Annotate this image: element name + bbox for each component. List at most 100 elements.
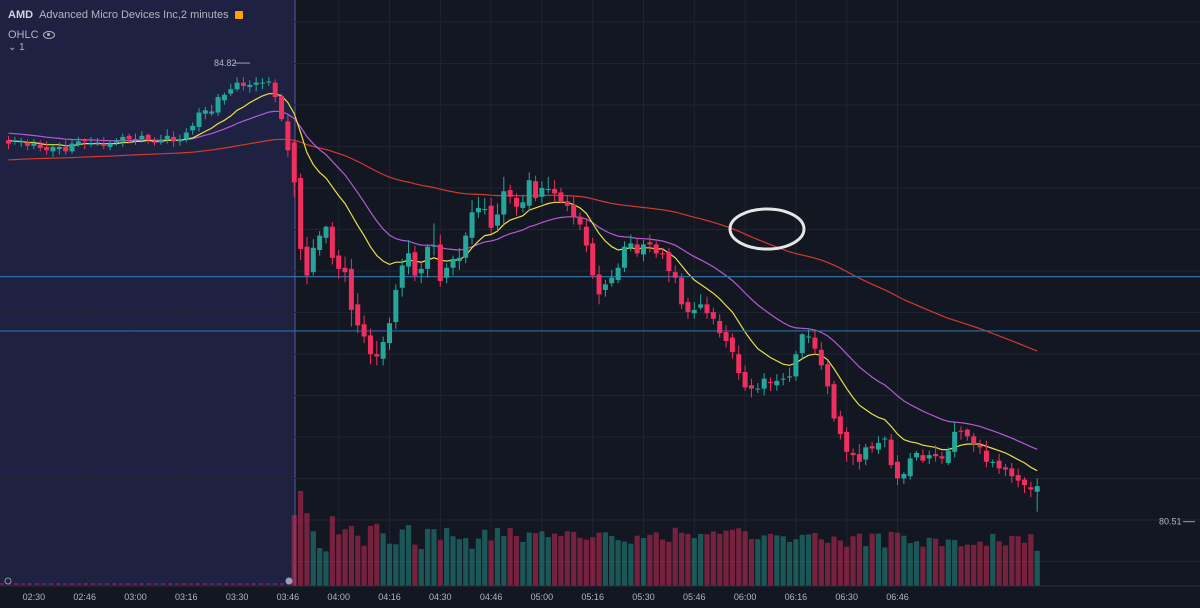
volume-bar <box>621 541 628 586</box>
candle-body <box>704 304 710 314</box>
candle <box>564 195 570 212</box>
candle <box>583 220 589 253</box>
candle <box>56 142 62 155</box>
candle <box>1022 477 1027 493</box>
grid-lines <box>0 0 1200 586</box>
candle <box>44 141 50 155</box>
candle <box>545 176 551 194</box>
volume-bar <box>552 533 558 586</box>
candle <box>431 223 437 256</box>
candle-body <box>875 442 881 450</box>
candle <box>285 114 291 157</box>
time-tick-label: 04:16 <box>378 592 401 602</box>
candle-body <box>253 82 259 85</box>
candle <box>520 194 526 213</box>
volume-bar <box>374 523 380 586</box>
candle <box>736 345 742 380</box>
volume-bar <box>723 530 729 586</box>
candle-body <box>298 177 304 249</box>
candle <box>37 140 43 152</box>
volume-bar <box>748 538 755 586</box>
candle-body <box>691 309 697 314</box>
candle <box>602 279 608 297</box>
volume-bar <box>564 531 570 586</box>
candle <box>209 104 215 116</box>
candle <box>374 340 380 366</box>
candle-body <box>37 144 43 149</box>
volume-bar <box>913 541 920 586</box>
candle <box>50 144 56 157</box>
candle <box>475 196 481 218</box>
volume-bar <box>488 540 494 586</box>
volume-bar <box>571 531 577 586</box>
symbol-legend[interactable]: AMD Advanced Micro Devices Inc,2 minutes <box>8 9 243 21</box>
candle-body <box>533 181 539 198</box>
candle <box>336 250 342 279</box>
candle-body <box>869 446 875 449</box>
symbol-ticker: AMD <box>8 9 34 21</box>
candle-body <box>799 334 805 354</box>
eye-icon[interactable] <box>42 31 55 39</box>
candle <box>844 427 850 462</box>
candle-body <box>787 376 793 378</box>
candle <box>228 83 234 96</box>
candle <box>6 135 11 150</box>
candle-body <box>336 255 342 269</box>
candle-body <box>367 335 373 355</box>
volume-bar <box>990 533 996 586</box>
volume-bar <box>831 536 837 586</box>
candle-body <box>1028 487 1034 490</box>
candle-body <box>202 110 208 114</box>
volume-bars <box>0 491 1040 586</box>
volume-bar <box>894 532 901 586</box>
candle-body <box>145 134 151 140</box>
volume-bar <box>640 538 647 586</box>
candle <box>450 255 456 276</box>
candle-body <box>736 354 742 374</box>
candle-body <box>628 243 634 248</box>
candle-body <box>1034 486 1040 492</box>
volume-bar <box>729 529 735 586</box>
candle <box>164 129 170 144</box>
volume-bar <box>342 529 348 586</box>
candle <box>888 434 894 469</box>
candle-body <box>780 378 786 380</box>
candle <box>875 436 881 455</box>
candle <box>1002 464 1008 477</box>
candle-body <box>221 94 227 101</box>
candle <box>329 222 335 265</box>
candle-body <box>158 140 164 143</box>
candle-body <box>418 268 424 274</box>
candle-body <box>342 267 348 273</box>
candle <box>806 329 812 344</box>
candle-body <box>742 371 748 388</box>
time-tick-label: 06:16 <box>785 592 808 602</box>
candle <box>348 258 354 327</box>
indicator-legend[interactable]: OHLC <box>8 29 55 41</box>
candle <box>780 373 786 386</box>
volume-bar <box>1034 550 1040 586</box>
volume-bar <box>659 539 666 586</box>
candle-body <box>355 304 361 326</box>
candle <box>761 373 767 396</box>
collapse-toggle[interactable]: ⌄ 1 <box>8 42 25 53</box>
candle <box>171 131 177 147</box>
candle <box>82 138 88 150</box>
candle-body <box>729 337 735 353</box>
candle <box>977 439 983 455</box>
candle-body <box>660 253 666 255</box>
volume-bar <box>736 528 742 586</box>
premarket-shade <box>0 0 295 586</box>
candle <box>577 212 583 231</box>
candle <box>672 265 678 284</box>
candle <box>266 77 272 86</box>
candle <box>291 140 297 197</box>
symbol-description: Advanced Micro Devices Inc,2 minutes <box>39 9 229 21</box>
candle <box>355 293 361 334</box>
candle-body <box>247 84 253 88</box>
candle <box>406 240 412 275</box>
collapse-count: 1 <box>19 42 25 53</box>
candle-body <box>50 146 56 152</box>
